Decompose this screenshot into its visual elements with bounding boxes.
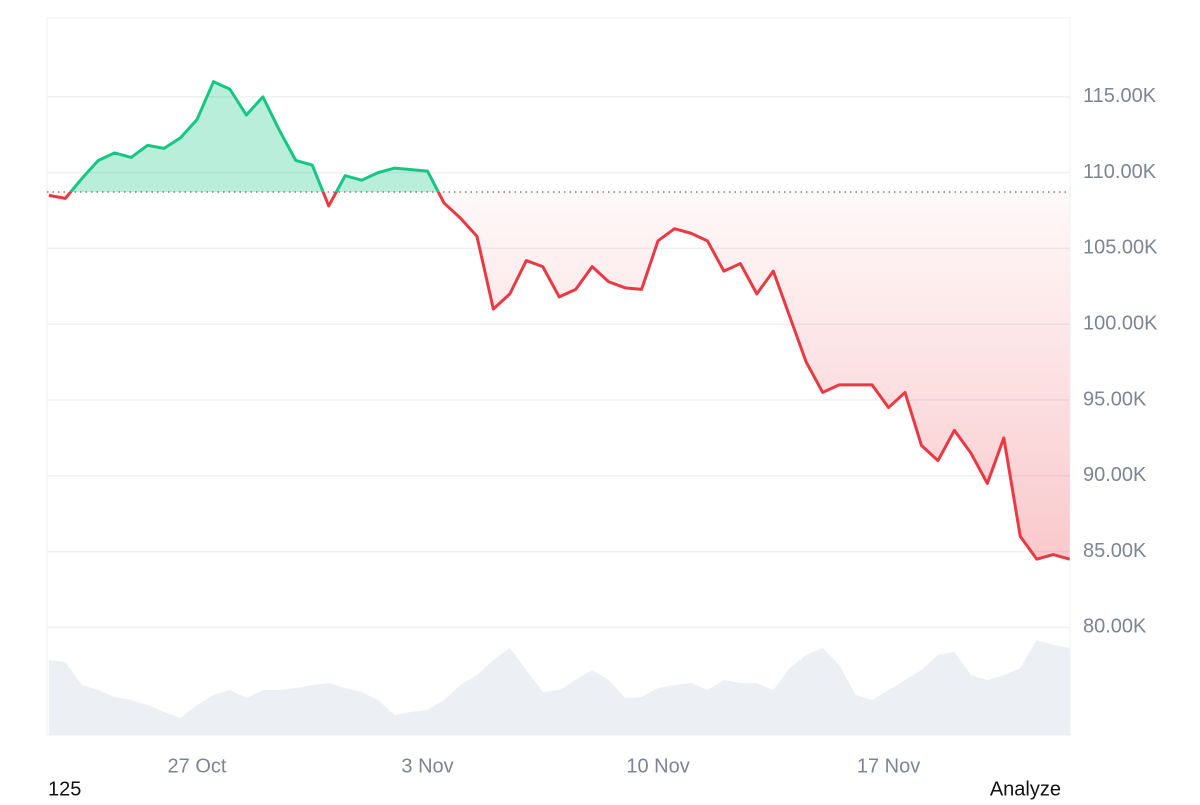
y-tick-label: 110.00K	[1083, 161, 1157, 183]
x-tick-label: 17 Nov	[857, 755, 920, 777]
footer-right[interactable]: Analyze	[990, 778, 1061, 800]
x-tick-label: 3 Nov	[401, 755, 453, 777]
y-tick-label: 105.00K	[1083, 237, 1158, 259]
price-line-below	[48, 192, 1071, 561]
y-tick-label: 80.00K	[1083, 616, 1147, 638]
volume-area	[48, 640, 1070, 735]
price-line-above	[68, 80, 441, 193]
area-above	[48, 81, 1070, 193]
x-tick-label: 27 Oct	[168, 755, 227, 777]
x-tick-label: 10 Nov	[626, 755, 689, 777]
y-tick-label: 95.00K	[1083, 388, 1147, 410]
footer-left: 125	[48, 778, 81, 800]
y-tick-label: 85.00K	[1083, 540, 1147, 562]
y-tick-label: 100.00K	[1083, 312, 1158, 334]
y-tick-label: 115.00K	[1083, 85, 1157, 107]
area-below	[48, 192, 1070, 560]
y-tick-label: 90.00K	[1083, 464, 1147, 486]
